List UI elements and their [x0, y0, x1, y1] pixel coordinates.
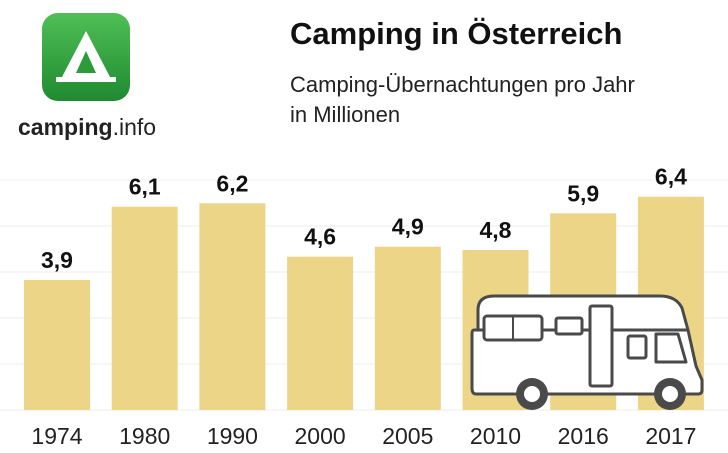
- subtitle-line2: in Millionen: [290, 102, 401, 127]
- tent-ground: [56, 77, 116, 82]
- value-label-1974: 3,9: [41, 247, 73, 273]
- category-label-1990: 1990: [207, 423, 258, 449]
- tent-icon: [42, 13, 130, 101]
- brand-name-part1: camping: [18, 114, 113, 140]
- motorhome-icon: [470, 294, 704, 410]
- category-label-2017: 2017: [645, 423, 696, 449]
- value-labels: 3,9 6,1 6,2 4,6 4,9 4,8 5,9 6,4: [41, 164, 687, 273]
- bar-2005: [374, 246, 441, 410]
- bar-1990: [199, 203, 266, 410]
- category-label-2005: 2005: [382, 423, 433, 449]
- brand-name-part2: .info: [112, 114, 157, 140]
- category-label-2010: 2010: [470, 423, 521, 449]
- subtitle-line1: Camping-Übernachtungen pro Jahr: [290, 72, 635, 97]
- category-label-1974: 1974: [31, 423, 82, 449]
- value-label-2017: 6,4: [655, 164, 687, 190]
- value-label-2016: 5,9: [567, 180, 599, 206]
- category-label-1980: 1980: [119, 423, 170, 449]
- bar-2000: [287, 256, 354, 410]
- page-title: Camping in Österreich: [290, 16, 623, 51]
- page-subtitle: Camping-Übernachtungen pro Jahr in Milli…: [290, 70, 710, 130]
- value-label-1990: 6,2: [216, 170, 248, 196]
- bar-1974: [24, 280, 90, 410]
- value-label-2010: 4,8: [480, 217, 512, 243]
- tent-door: [76, 51, 96, 73]
- category-label-2000: 2000: [295, 423, 346, 449]
- value-label-2005: 4,9: [392, 214, 424, 240]
- category-label-2016: 2016: [558, 423, 609, 449]
- brand-name: camping.info: [18, 114, 156, 141]
- category-labels: 1974 1980 1990 2000 2005 2010 2016 2017: [31, 423, 696, 449]
- bar-1980: [111, 206, 178, 410]
- value-label-1980: 6,1: [129, 174, 161, 200]
- value-label-2000: 4,6: [304, 224, 336, 250]
